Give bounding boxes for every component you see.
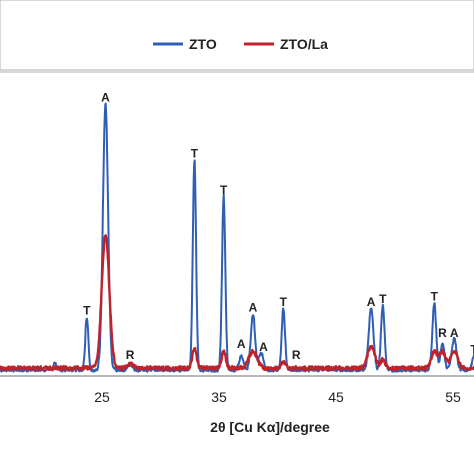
- x-tick-label: 45: [328, 389, 344, 405]
- legend-frame: [0, 0, 474, 71]
- x-tick-label: 25: [94, 389, 110, 405]
- peak-label: T: [470, 343, 474, 357]
- peak-label: R: [438, 326, 447, 340]
- legend-label-zto: ZTO: [189, 36, 217, 52]
- peak-label: A: [237, 337, 246, 351]
- peak-annotations: ATRTTAAATRATTRAT: [83, 91, 474, 363]
- peak-label: A: [249, 301, 258, 315]
- x-tick-labels: 25 35 45 55: [94, 389, 461, 405]
- peak-label: T: [379, 292, 387, 306]
- peak-label: T: [191, 147, 199, 161]
- x-tick-label: 55: [445, 389, 461, 405]
- peak-label: A: [101, 91, 110, 105]
- legend-label-zto-la: ZTO/La: [280, 36, 328, 52]
- x-axis-title: 2θ [Cu Kα]/degree: [210, 419, 330, 435]
- plot-frame: [0, 71, 474, 73]
- peak-label: A: [450, 326, 459, 340]
- peak-label: R: [292, 348, 301, 362]
- series-layer: [0, 102, 474, 373]
- series-line-zto: [0, 102, 474, 373]
- peak-label: T: [220, 183, 228, 197]
- peak-label: T: [83, 303, 91, 317]
- legend: ZTO ZTO/La: [153, 36, 328, 52]
- series-line-zto-la: [0, 234, 474, 372]
- peak-label: A: [259, 340, 268, 354]
- peak-label: T: [431, 289, 439, 303]
- peak-label: A: [367, 295, 376, 309]
- peak-label: T: [280, 295, 288, 309]
- peak-label: R: [126, 348, 135, 362]
- x-tick-label: 35: [211, 389, 227, 405]
